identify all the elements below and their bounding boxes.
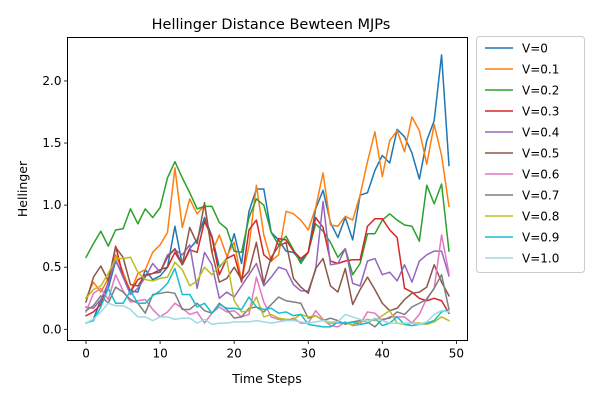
legend-label-v-0-7: V=0.7: [522, 189, 559, 203]
series-line-v-0-5: [85, 201, 450, 312]
x-axis: 0 10 20 30 40 50: [82, 340, 464, 361]
x-tick-label: 30: [301, 347, 316, 361]
y-tick-label: 1.0: [42, 198, 61, 212]
x-tick-label: 50: [449, 347, 464, 361]
x-axis-title: Time Steps: [231, 371, 302, 386]
plot-frame: [67, 37, 468, 341]
x-tick-label: 40: [375, 347, 390, 361]
legend-label-v-0-4: V=0.4: [522, 126, 559, 140]
series-line-v-0-2: [85, 160, 450, 276]
series-line-v-1-0: [85, 302, 450, 326]
x-tick-label: 20: [227, 347, 242, 361]
y-axis: 0.0 0.5 1.0 1.5 2.0: [42, 74, 68, 336]
chart-title: Hellinger Distance Bewteen MJPs: [152, 17, 391, 33]
legend-label-v-0-3: V=0.3: [522, 105, 559, 119]
y-tick-label: 0.0: [42, 322, 61, 336]
y-tick-label: 1.5: [42, 136, 61, 150]
series-line-v-0-9: [85, 267, 450, 328]
y-axis-title: Hellinger: [15, 160, 30, 217]
legend-label-v-0-6: V=0.6: [522, 168, 559, 182]
y-tick-label: 2.0: [42, 74, 61, 88]
legend-label-v-0-9: V=0.9: [522, 231, 559, 245]
legend-label-v-0: V=0: [522, 42, 548, 56]
x-tick-label: 0: [82, 347, 90, 361]
legend-box: [476, 36, 585, 273]
legend: V=0 V=0.1 V=0.2 V=0.3 V=0.4 V=0.5 V=0.6 V=0.7 V=…: [476, 36, 585, 273]
plot-area: [84, 54, 451, 328]
series-line-v-0: [85, 54, 450, 325]
series-line-v-0-8: [84, 256, 450, 326]
y-tick-label: 0.5: [42, 260, 61, 274]
x-tick-label: 10: [152, 347, 167, 361]
legend-label-v-0-5: V=0.5: [522, 147, 559, 161]
legend-label-v-1-0: V=1.0: [522, 252, 559, 266]
legend-label-v-0-1: V=0.1: [522, 63, 559, 77]
legend-label-v-0-2: V=0.2: [522, 84, 559, 98]
legend-label-v-0-8: V=0.8: [522, 210, 559, 224]
series-line-v-0-1: [85, 116, 450, 300]
